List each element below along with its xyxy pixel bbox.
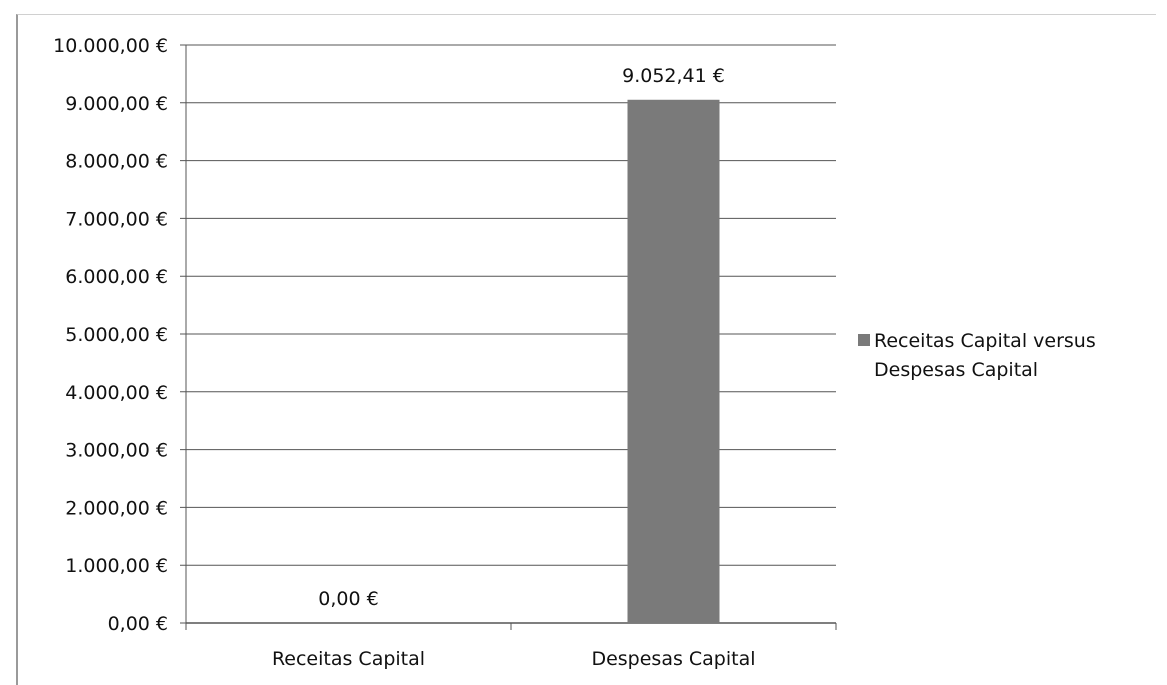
x-category-label: Despesas Capital <box>591 648 755 670</box>
y-tick-label: 3.000,00 € <box>65 440 168 462</box>
y-tick-label: 6.000,00 € <box>65 266 168 288</box>
legend: Receitas Capital versus Despesas Capital <box>858 330 1096 381</box>
y-axis-ticks: 0,00 € 1.000,00 € 2.000,00 € 3.000,00 € 4.00… <box>53 35 168 635</box>
y-tick-label: 8.000,00 € <box>65 151 168 173</box>
y-tick-label: 4.000,00 € <box>65 382 168 404</box>
gridlines <box>180 44 837 630</box>
legend-label-line-1: Receitas Capital versus <box>874 330 1096 352</box>
y-tick-label: 7.000,00 € <box>65 208 168 230</box>
y-tick-label: 1.000,00 € <box>65 555 168 577</box>
bars <box>627 99 720 624</box>
x-category-label: Receitas Capital <box>272 648 425 670</box>
y-tick-label: 5.000,00 € <box>65 324 168 346</box>
legend-label-line-2: Despesas Capital <box>874 359 1038 381</box>
data-label: 9.052,41 € <box>622 65 725 87</box>
bar-2 <box>627 99 720 624</box>
y-tick-label: 2.000,00 € <box>65 497 168 519</box>
data-labels: 0,00 € 9.052,41 € <box>318 65 725 610</box>
legend-swatch <box>858 334 870 346</box>
y-tick-label: 9.000,00 € <box>65 93 168 115</box>
chart-frame <box>16 14 1156 685</box>
y-tick-label: 0,00 € <box>108 613 168 635</box>
data-label: 0,00 € <box>318 588 378 610</box>
y-tick-label: 10.000,00 € <box>53 35 168 57</box>
x-axis-categories: Receitas Capital Despesas Capital <box>272 648 756 670</box>
